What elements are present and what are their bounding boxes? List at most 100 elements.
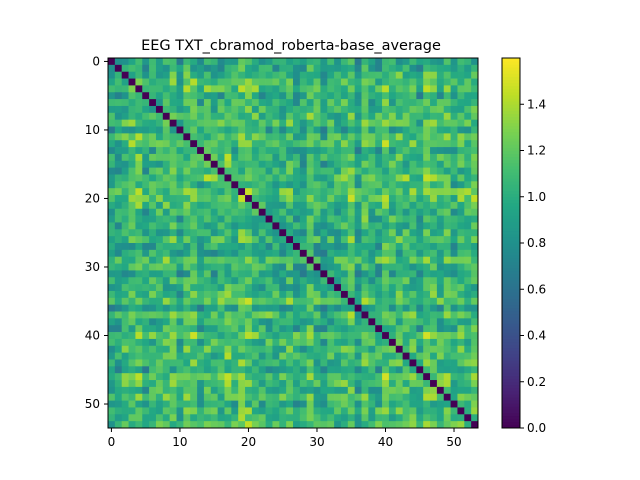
heatmap-cell bbox=[457, 352, 465, 360]
heatmap-cell bbox=[334, 195, 342, 203]
heatmap-cell bbox=[272, 188, 280, 196]
heatmap-cell bbox=[388, 414, 397, 422]
heatmap-cell bbox=[135, 188, 143, 196]
heatmap-cell bbox=[409, 290, 417, 299]
colorbar-segment bbox=[502, 347, 520, 352]
heatmap-cell bbox=[245, 414, 253, 422]
heatmap-cell bbox=[224, 407, 232, 415]
heatmap-cell bbox=[149, 195, 157, 203]
heatmap-cell bbox=[375, 380, 383, 388]
heatmap-cell bbox=[293, 64, 301, 73]
heatmap-cell bbox=[203, 297, 212, 306]
heatmap-cell bbox=[375, 407, 383, 415]
heatmap-cell bbox=[238, 311, 246, 319]
heatmap-cell bbox=[190, 263, 198, 271]
heatmap-cell bbox=[217, 386, 225, 395]
heatmap-cell bbox=[388, 92, 397, 100]
heatmap-cell bbox=[155, 236, 164, 244]
heatmap-cell bbox=[340, 85, 349, 93]
heatmap-cell bbox=[464, 297, 472, 306]
heatmap-cell bbox=[121, 407, 129, 415]
heatmap-cell bbox=[299, 284, 308, 292]
heatmap-cell bbox=[169, 263, 177, 271]
heatmap-cell bbox=[176, 99, 184, 107]
heatmap-cell bbox=[299, 359, 308, 367]
heatmap-cell bbox=[169, 195, 177, 203]
heatmap-cell bbox=[238, 208, 246, 216]
heatmap-cell bbox=[162, 311, 171, 319]
heatmap-cell bbox=[430, 119, 438, 127]
heatmap-cell bbox=[251, 64, 260, 73]
heatmap-cell bbox=[224, 58, 232, 66]
heatmap-cell bbox=[121, 270, 129, 278]
heatmap-cell bbox=[183, 332, 191, 340]
heatmap-cell bbox=[340, 195, 349, 203]
heatmap-cell bbox=[347, 249, 356, 258]
heatmap-cell bbox=[293, 222, 301, 230]
heatmap-cell bbox=[183, 386, 191, 395]
heatmap-cell bbox=[251, 284, 260, 292]
heatmap-cell bbox=[347, 270, 356, 278]
heatmap-cell bbox=[265, 359, 273, 367]
heatmap-cell bbox=[313, 195, 321, 203]
heatmap-cell bbox=[313, 284, 321, 292]
colorbar-axis: 0.00.20.40.60.81.01.21.4 bbox=[520, 97, 546, 435]
heatmap-cell bbox=[327, 133, 335, 141]
heatmap-cell bbox=[224, 215, 232, 223]
heatmap-cell bbox=[430, 359, 438, 367]
heatmap-cell bbox=[114, 263, 123, 271]
heatmap-cell bbox=[251, 243, 260, 251]
colorbar-segment bbox=[502, 159, 520, 164]
heatmap-cell bbox=[409, 126, 417, 134]
heatmap-cell bbox=[306, 284, 314, 292]
heatmap-cell bbox=[395, 112, 403, 121]
heatmap-cell bbox=[313, 181, 321, 189]
heatmap-cell bbox=[293, 277, 301, 285]
heatmap-cell bbox=[436, 78, 445, 86]
heatmap-cell bbox=[183, 277, 191, 285]
heatmap-cell bbox=[354, 160, 362, 168]
heatmap-cell bbox=[251, 325, 260, 333]
heatmap-cell bbox=[450, 167, 458, 175]
heatmap-cell bbox=[121, 167, 129, 175]
heatmap-cell bbox=[258, 311, 266, 319]
heatmap-cell bbox=[340, 297, 349, 306]
heatmap-cell bbox=[457, 99, 465, 107]
heatmap-cell bbox=[190, 174, 198, 182]
heatmap-cell bbox=[258, 304, 266, 312]
heatmap-cell bbox=[149, 236, 157, 244]
heatmap-cell bbox=[436, 85, 445, 93]
heatmap-cell bbox=[251, 119, 260, 127]
heatmap-cell bbox=[238, 215, 246, 223]
heatmap-cell bbox=[423, 140, 431, 148]
heatmap-cell bbox=[382, 133, 390, 141]
heatmap-cell bbox=[279, 188, 287, 196]
heatmap-cell bbox=[176, 256, 184, 264]
heatmap-cell bbox=[388, 201, 397, 210]
heatmap-cell bbox=[251, 160, 260, 168]
heatmap-cell bbox=[155, 112, 164, 121]
heatmap-cell bbox=[197, 400, 205, 408]
heatmap-cell bbox=[108, 167, 116, 175]
heatmap-cell bbox=[190, 99, 198, 107]
heatmap-cell bbox=[340, 311, 349, 319]
heatmap-cell bbox=[327, 407, 335, 415]
heatmap-cell bbox=[334, 290, 342, 299]
heatmap-cell bbox=[457, 147, 465, 155]
heatmap-cell bbox=[142, 147, 150, 155]
heatmap-cell bbox=[149, 338, 157, 347]
heatmap-cell bbox=[231, 263, 239, 271]
heatmap-cell bbox=[313, 133, 321, 141]
heatmap-cell bbox=[354, 386, 362, 395]
heatmap-cell bbox=[265, 105, 273, 114]
heatmap-cell bbox=[279, 318, 287, 326]
heatmap-cell bbox=[169, 373, 177, 381]
heatmap-cell bbox=[368, 359, 376, 367]
heatmap-cell bbox=[471, 345, 479, 353]
heatmap-cell bbox=[245, 85, 253, 93]
heatmap-cell bbox=[217, 58, 225, 66]
heatmap-cell bbox=[279, 222, 287, 230]
heatmap-cell bbox=[251, 71, 260, 79]
heatmap-cell bbox=[114, 174, 123, 182]
heatmap-cell bbox=[409, 243, 417, 251]
